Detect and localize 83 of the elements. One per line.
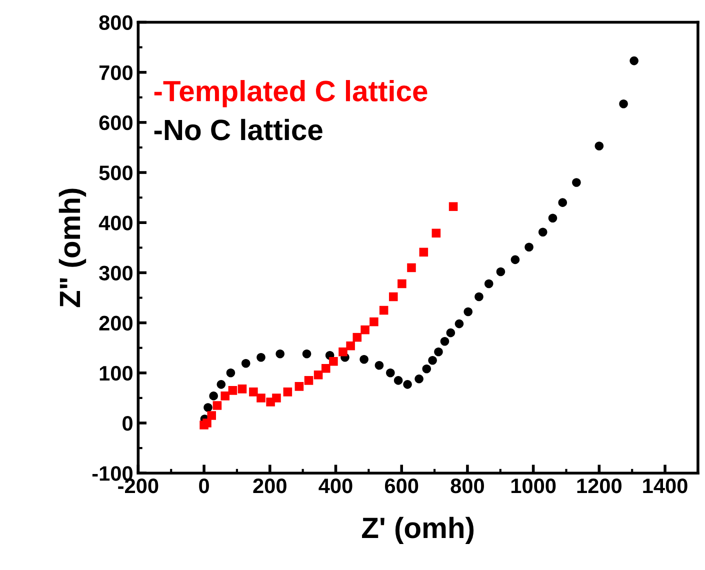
point xyxy=(360,325,370,334)
point xyxy=(228,386,238,395)
x-tick-label: -200 xyxy=(118,478,158,494)
point xyxy=(207,411,216,420)
point xyxy=(464,307,473,316)
point xyxy=(241,358,250,368)
point xyxy=(379,306,388,315)
point xyxy=(448,202,458,211)
point xyxy=(220,392,230,400)
x-tick-label: 1200 xyxy=(577,478,622,494)
point xyxy=(594,142,604,150)
point xyxy=(454,319,464,328)
point xyxy=(432,228,441,238)
y-tick-label: 300 xyxy=(99,266,132,280)
y-tick-label: 800 xyxy=(99,15,132,30)
point xyxy=(548,214,558,222)
point xyxy=(321,364,330,373)
point xyxy=(538,228,548,237)
x-axis-title: Z' (omh) xyxy=(362,516,474,544)
text: -No C lattice xyxy=(154,118,322,140)
point xyxy=(226,368,236,378)
point xyxy=(419,248,428,257)
point xyxy=(496,267,506,276)
point xyxy=(474,292,484,302)
point xyxy=(394,376,403,385)
point xyxy=(302,349,312,358)
y-tick-label: 100 xyxy=(100,366,132,381)
y-tick-label: 400 xyxy=(98,216,132,230)
point xyxy=(446,328,456,338)
x-tick-label: 600 xyxy=(384,478,418,494)
point xyxy=(256,352,266,362)
y-tick-label: -100 xyxy=(92,466,132,481)
point xyxy=(484,279,494,288)
point xyxy=(338,347,348,356)
point xyxy=(238,384,247,394)
x-tick-label: 800 xyxy=(450,478,484,494)
point xyxy=(407,263,416,272)
point xyxy=(630,56,638,66)
point xyxy=(272,394,281,402)
point xyxy=(360,354,368,364)
point xyxy=(352,332,362,342)
point xyxy=(283,388,292,396)
point xyxy=(346,341,355,350)
point xyxy=(386,368,395,378)
y-tick-label: 500 xyxy=(99,166,132,180)
point xyxy=(414,374,424,384)
x-tick-label: 1000 xyxy=(511,478,556,494)
point xyxy=(314,370,323,380)
point xyxy=(202,418,212,428)
point xyxy=(304,376,314,385)
point xyxy=(388,292,398,302)
point xyxy=(256,394,266,402)
point xyxy=(524,242,534,252)
point xyxy=(370,317,378,326)
point xyxy=(212,401,222,410)
text: -Templated C lattice xyxy=(154,80,428,108)
x-tick-label: 0 xyxy=(199,478,209,494)
y-tick-label: 200 xyxy=(99,316,132,331)
point xyxy=(294,382,304,391)
y-axis-title: Z" (omh) xyxy=(58,188,86,308)
point xyxy=(276,349,284,358)
point xyxy=(398,279,406,288)
x-tick-label: 400 xyxy=(318,478,352,494)
point xyxy=(440,336,450,346)
point xyxy=(403,380,412,389)
y-tick-label: 0 xyxy=(122,416,132,431)
point xyxy=(329,356,338,366)
point xyxy=(558,198,568,207)
point xyxy=(619,99,628,108)
x-tick-label: 1400 xyxy=(643,478,688,494)
point xyxy=(422,364,432,374)
point xyxy=(572,178,581,187)
point xyxy=(434,347,443,356)
y-tick-label: 700 xyxy=(99,65,132,80)
y-tick-label: 600 xyxy=(99,115,132,130)
point xyxy=(204,403,212,412)
x-tick-label: 200 xyxy=(253,478,286,494)
point xyxy=(374,361,384,370)
point xyxy=(428,356,437,365)
point xyxy=(510,255,520,264)
point xyxy=(249,388,258,396)
point xyxy=(209,392,218,400)
point xyxy=(216,380,226,389)
